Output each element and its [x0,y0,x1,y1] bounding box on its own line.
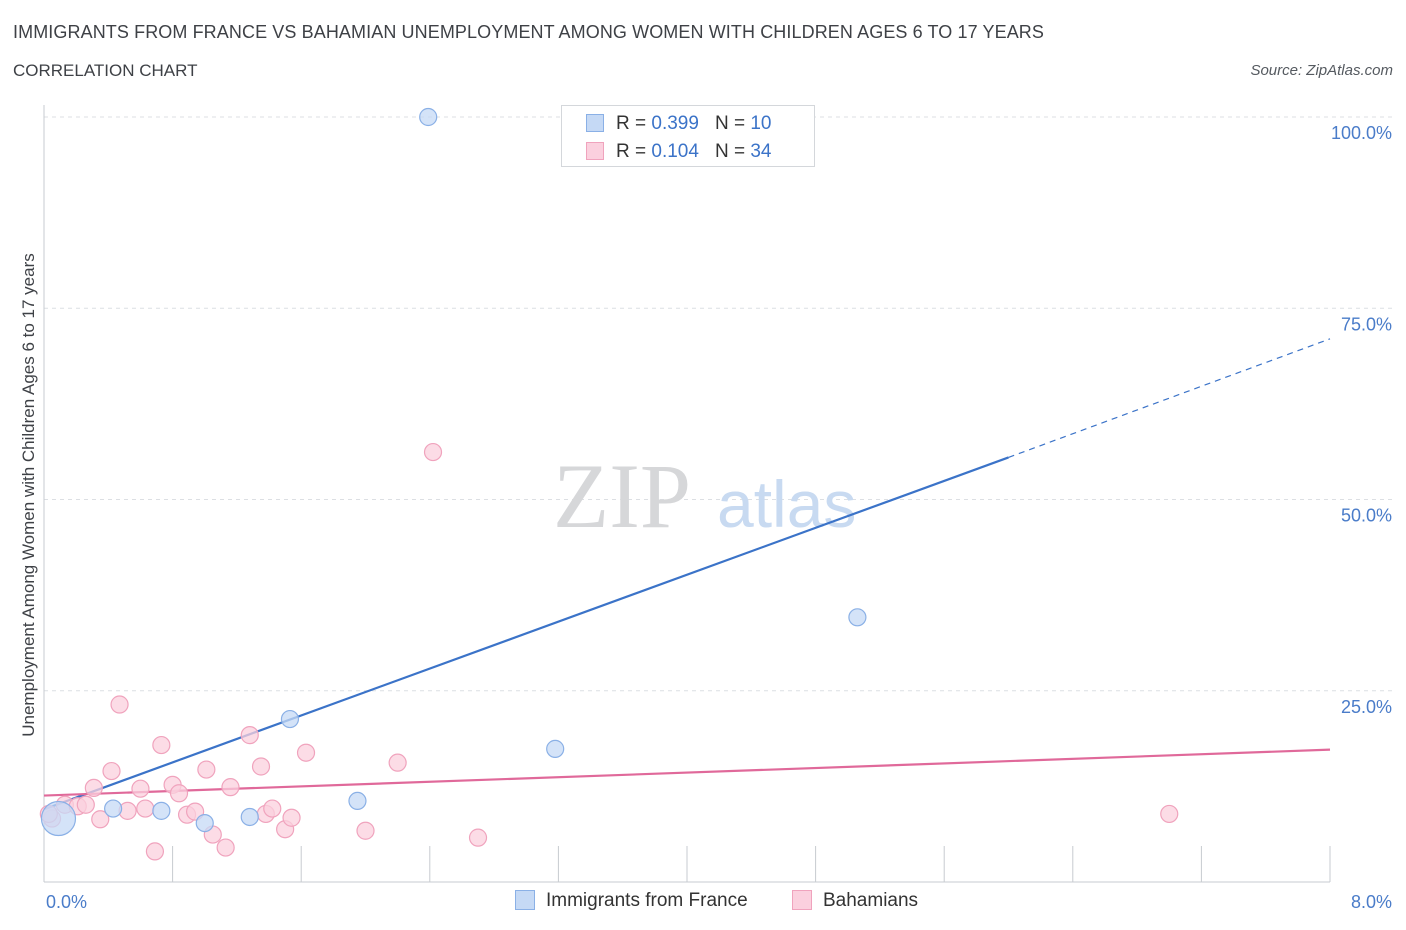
bahamians-point [356,821,375,840]
legend-row-bahamians: R = 0.104 N = 34 [586,141,771,165]
france-point [195,813,214,833]
bahamians-point [136,799,155,818]
bahamians-point [468,828,488,847]
bahamians-point [131,779,150,798]
legend-label-france: Immigrants from France [546,890,748,911]
n-label: N = [714,141,746,162]
france-point [419,107,438,127]
legend-item-france: Immigrants from France [515,890,748,912]
legend-item-bahamians: Bahamians [792,890,918,912]
france-point [348,791,367,811]
y-axis-title: Unemployment Among Women with Children A… [19,253,38,737]
r-value: 0.104 [651,141,699,162]
bahamians-point [240,726,259,745]
bahamians-point [145,842,165,861]
bahamians-point [296,743,316,762]
x-tick-label: 8.0% [1351,892,1392,912]
bahamians-point [197,760,216,779]
y-tick-label: 25.0% [1341,697,1392,717]
y-tick-label: 100.0% [1331,123,1392,143]
axes [43,105,1331,883]
bahamians-point [251,757,271,776]
chart-subtitle: CORRELATION CHART [13,61,198,80]
bahamians-point [221,778,240,797]
watermark: ZIP atlas [553,445,856,547]
france-trend-extension [1008,338,1331,458]
bahamians-point [388,753,407,772]
france-point [152,801,171,820]
watermark-atlas: atlas [717,467,856,541]
bahamians-point [102,761,121,781]
legend-label-bahamians: Bahamians [823,890,919,911]
bahamians-point [282,808,301,827]
france-point [240,807,259,827]
bahamians-point [91,810,110,829]
tick-labels: 25.0% 50.0% 75.0% 100.0% 0.0% 8.0% [46,123,1392,912]
x-tick-label: 0.0% [46,892,87,912]
stats-legend: R = 0.399 N = 10 R = 0.104 N = 34 [561,105,815,167]
source-credit: Source: ZipAtlas.com [1250,62,1393,79]
bahamians-point [84,778,103,798]
y-tick-label: 50.0% [1341,506,1392,526]
legend-swatch-pink [792,890,812,910]
legend-swatch-pink [586,142,604,160]
watermark-zip: ZIP [553,445,691,547]
r-label: R = [616,113,647,134]
bahamians-point [1160,804,1179,824]
legend-swatch-blue [515,890,535,910]
bahamians-point [110,695,129,714]
data-points [39,107,1179,861]
france-point [40,800,77,837]
r-value: 0.399 [651,113,699,134]
bahamians-point [76,795,95,814]
gridlines [44,116,1392,692]
france-point [104,799,123,818]
france-trend-line [43,456,1009,811]
bahamians-point [152,735,171,755]
chart-title: IMMIGRANTS FROM FRANCE VS BAHAMIAN UNEMP… [13,22,1045,42]
bahamians-trend-line [43,748,1331,797]
bahamians-point [423,442,443,462]
france-point [848,608,867,627]
n-label: N = [714,113,746,134]
r-label: R = [616,141,647,162]
france-point [280,709,300,729]
bahamians-point [263,799,282,818]
bahamians-point [169,784,189,803]
bahamians-point [216,838,235,857]
y-tick-label: 75.0% [1341,314,1392,334]
legend-row-france: R = 0.399 N = 10 [586,113,771,137]
france-point [546,739,565,758]
trend-lines [43,338,1331,811]
n-value: 10 [750,113,772,134]
legend-swatch-blue [586,114,604,132]
n-value: 34 [750,141,772,162]
